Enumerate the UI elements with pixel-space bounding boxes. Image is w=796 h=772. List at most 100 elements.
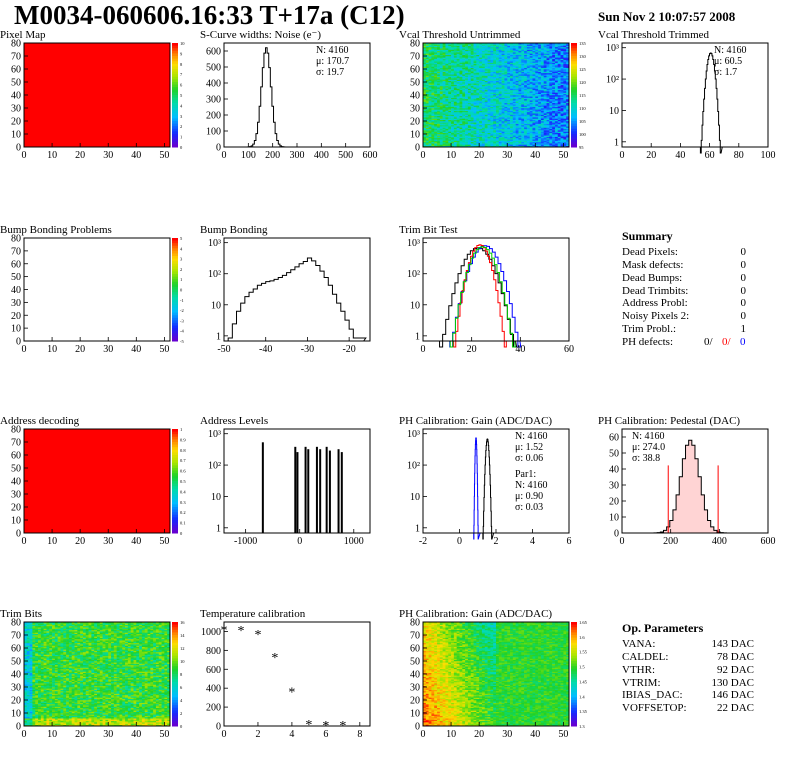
palette-cell: [172, 486, 178, 490]
y-tick-label: 400: [206, 79, 221, 90]
palette-cell: [172, 684, 178, 688]
palette-cell: [172, 58, 178, 62]
palette-label: 0.9: [180, 437, 186, 442]
palette-cell: [172, 694, 178, 698]
palette-cell: [172, 475, 178, 479]
series-0: [245, 47, 287, 148]
palette-cell: [571, 642, 577, 646]
palette-label: 2: [180, 267, 182, 272]
palette-cell: [172, 700, 178, 704]
y-tick-label: 40: [11, 285, 21, 296]
palette-cell: [172, 302, 178, 306]
fit-text: Par1:: [515, 469, 536, 480]
y-tick-label: 80: [11, 618, 21, 629]
stat-text: N: 4160: [515, 431, 548, 442]
stat-text: σ: 1.7: [714, 67, 737, 78]
chart-title: Vcal Threshold Untrimmed: [399, 29, 521, 41]
palette-cell: [172, 449, 178, 453]
palette-label: 1.35: [579, 709, 588, 714]
palette-cell: [172, 144, 178, 148]
table-row: IBIAS_DAC: 146 DAC: [622, 689, 754, 702]
data-point: *: [288, 685, 295, 700]
palette-cell: [172, 115, 178, 119]
palette-cell: [172, 102, 178, 106]
palette-cell: [172, 434, 178, 438]
row-value: 0: [740, 310, 747, 323]
chart-title: Vcal Threshold Trimmed: [598, 29, 710, 41]
row-value: 92 DAC: [717, 663, 754, 676]
x-tick-label: 50: [159, 150, 169, 161]
palette-cell: [172, 66, 178, 70]
table-row: VTHR: 92 DAC: [622, 664, 754, 677]
x-tick-label: 30: [502, 729, 512, 740]
y-tick-label: 80: [11, 234, 21, 245]
palette-cell: [172, 123, 178, 127]
palette-cell: [571, 676, 577, 680]
ph-gain-chart: PH Calibration: Gain (ADC/DAC) -2 0 2 4 6 1 10 1…: [399, 415, 572, 547]
y-tick-label: 80: [410, 618, 420, 629]
y-tick-label: 10²: [407, 461, 420, 472]
y-tick-label: 60: [410, 644, 420, 655]
palette-cell: [172, 304, 178, 309]
x-tick-label: -2: [419, 536, 427, 547]
x-tick-label: 600: [761, 536, 776, 547]
row-label: Mask defects:: [622, 258, 684, 271]
y-tick-label: 40: [11, 477, 21, 488]
x-tick-label: 0: [22, 536, 27, 547]
y-tick-label: 50: [609, 449, 619, 460]
heatmap-cells: [24, 622, 171, 727]
op-params-table: Op. Parameters VANA: 143 DAC CALDEL: 78 DAC V…: [622, 622, 754, 715]
x-tick-label: 40: [131, 150, 141, 161]
y-tick-label: 600: [206, 47, 221, 58]
palette-cell: [172, 108, 178, 112]
row-value: 0: [740, 297, 747, 310]
y-tick-label: 200: [206, 703, 221, 714]
palette-cell: [571, 66, 577, 70]
palette-cell: [172, 710, 178, 714]
palette-label: 1.65: [579, 620, 588, 625]
y-tick-label: 40: [609, 465, 619, 476]
palette-label: 1.45: [579, 679, 588, 684]
palette-label: 135: [579, 41, 587, 46]
palette-cell: [172, 653, 178, 657]
palette-cell: [571, 687, 577, 691]
palette-cell: [571, 707, 577, 711]
x-tick-label: 40: [131, 729, 141, 740]
palette-label: 14: [180, 633, 185, 638]
palette-cell: [172, 436, 178, 440]
palette-label: 0.4: [180, 489, 186, 494]
y-tick-label: 600: [206, 665, 221, 676]
y-tick-label: 70: [410, 52, 420, 63]
palette-cell: [172, 50, 178, 54]
chart-title: S-Curve widths: Noise (e⁻): [200, 29, 321, 41]
y-tick-label: 50: [410, 78, 420, 89]
x-tick-label: 4: [289, 729, 294, 740]
plot-frame: [422, 428, 570, 534]
palette-cell: [571, 45, 577, 49]
palette-cell: [172, 697, 178, 701]
x-tick-label: 30: [103, 536, 113, 547]
y-tick-label: 1: [216, 331, 221, 342]
y-tick-label: 60: [11, 65, 21, 76]
palette-cell: [172, 483, 178, 487]
palette-cell: [172, 676, 178, 680]
palette-cell: [172, 494, 178, 498]
x-tick-label: 50: [159, 729, 169, 740]
palette-cell: [172, 522, 178, 526]
data-point: *: [339, 719, 346, 734]
ph-defect-value: 0: [740, 336, 746, 349]
chart-title: PH Calibration: Gain (ADC/DAC): [399, 608, 552, 620]
ph-pedestal-chart: PH Calibration: Pedestal (DAC)0 200 400 600…: [598, 415, 776, 547]
row-label: Noisy Pixels 2:: [622, 310, 690, 323]
palette-cell: [172, 134, 178, 138]
palette-cell: [172, 79, 178, 83]
palette-cell: [571, 632, 577, 636]
chart-title: Bump Bonding Problems: [0, 224, 112, 236]
y-tick-label: 1: [415, 331, 420, 342]
palette-label: 6: [180, 685, 183, 690]
palette-cell: [571, 71, 577, 75]
palette-cell: [172, 689, 178, 693]
stat-text: σ: 0.06: [515, 453, 543, 464]
palette-cell: [571, 105, 577, 109]
